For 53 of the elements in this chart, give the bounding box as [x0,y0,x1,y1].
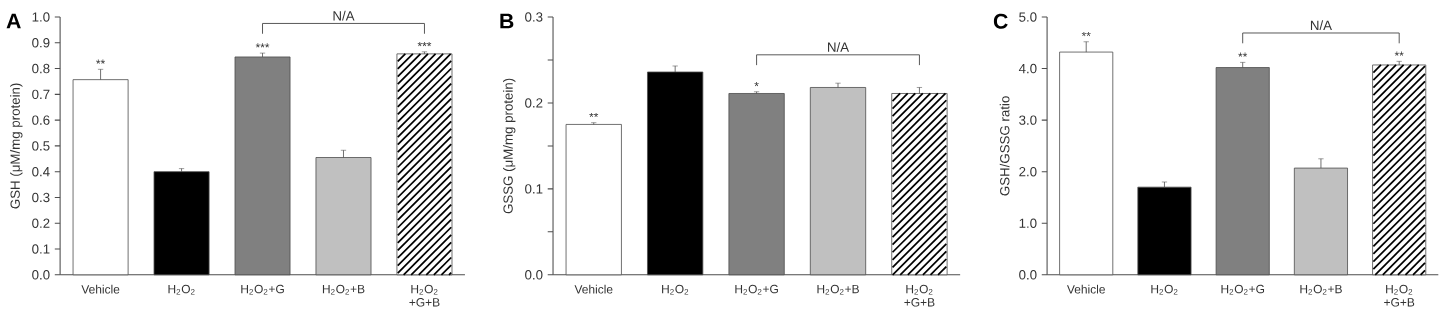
x-tick-label: H$_{2}$O$_{2}$+G [735,284,778,295]
y-tick-label: 0.5 [32,141,50,151]
y-tick-label: 0.3 [32,192,50,203]
annotation: ** [1081,31,1091,37]
x-tick-label: H$_{2}$O$_{2}$+G [1221,284,1265,295]
annotation: ** [96,59,106,64]
x-tick-label: H$_{2}$O$_{2}$ [662,284,689,295]
annotation: N/A [333,10,355,21]
x-tick-label: H$_{2}$O$_{2}$ [168,284,195,295]
x-tick-label: H$_{2}$O$_{2}$ +G+B [904,284,935,307]
y-tick-label: 2.0 [1019,167,1037,177]
y-tick-label: 0.0 [32,270,50,280]
annotation: ** [589,112,599,118]
y-tick-label: 3.0 [1019,115,1037,125]
y-tick-label: 0.9 [32,38,50,48]
annotation: N/A [1310,20,1332,31]
chart-title: A [6,13,21,29]
annotation: ** [1238,52,1248,57]
x-tick-label: H$_{2}$O$_{2}$+G [241,284,284,295]
x-tick-label: H$_{2}$O$_{2}$ [1151,284,1178,295]
y-tick-label: 0.2 [32,218,50,228]
y-tick-label: 5.0 [1019,12,1037,22]
y-tick-label: 4.0 [1018,63,1037,74]
y-axis-title: GSH (μM/mg protein) [10,83,23,209]
y-tick-label: 0.2 [525,98,543,108]
y-tick-label: 1.0 [1019,218,1037,228]
y-tick-label: 0.0 [1019,270,1037,280]
annotation: N/A [828,42,850,52]
y-tick-label: 0.0 [525,270,543,280]
annotation: *** [417,42,432,47]
x-tick-label: Vehicle [81,284,120,294]
y-tick-label: 0.1 [32,244,50,254]
annotation: *** [255,43,270,48]
y-axis-title: GSSG (μM/mg protein) [503,78,516,214]
y-tick-label: 0.1 [525,184,543,194]
chart-title: B [500,13,514,29]
annotation: ** [1394,51,1404,56]
x-tick-label: Vehicle [574,284,613,294]
x-tick-label: H$_{2}$O$_{2}$+B [1300,284,1342,295]
y-tick-label: 0.6 [32,115,50,125]
x-tick-label: H$_{2}$O$_{2}$+B [322,284,365,295]
y-tick-label: 0.3 [525,12,543,22]
annotation: * [754,81,759,87]
y-tick-label: 1.0 [32,12,50,22]
x-tick-label: H$_{2}$O$_{2}$ +G+B [409,284,440,307]
y-tick-label: 0.4 [32,167,50,177]
y-axis-title: GSH/GSSG ratio [999,96,1010,196]
x-tick-label: H$_{2}$O$_{2}$+B [817,284,859,295]
chart-title: C [993,13,1008,29]
x-tick-label: H$_{2}$O$_{2}$ +G+B [1384,284,1415,307]
y-tick-label: 0.8 [32,63,50,74]
y-tick-label: 0.7 [32,89,50,100]
x-tick-label: Vehicle [1066,284,1105,294]
